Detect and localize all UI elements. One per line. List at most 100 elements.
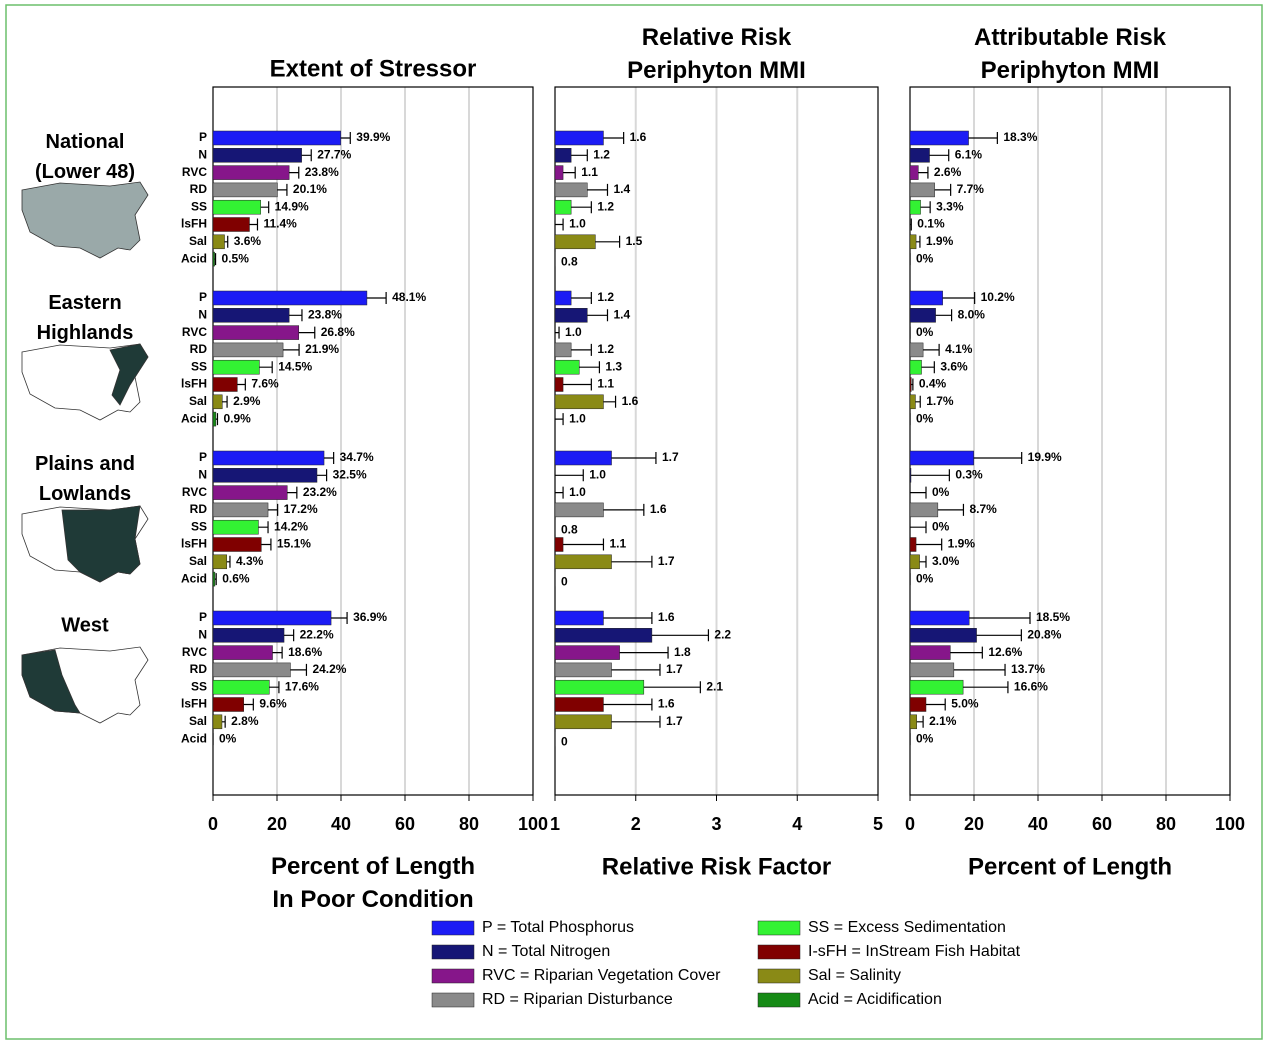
bar [910, 468, 912, 483]
value-label: 1.7 [666, 662, 683, 676]
text-line: In Poor Condition [272, 886, 473, 913]
x-tick-label: 0 [905, 814, 915, 834]
error-bar [331, 612, 348, 624]
map-eastern-fill [109, 343, 149, 406]
bar [910, 610, 970, 626]
value-label: 20.1% [293, 182, 327, 196]
value-label: 20.8% [1027, 627, 1061, 641]
bar [555, 234, 596, 250]
value-label: 14.5% [278, 359, 312, 373]
bar [555, 377, 564, 392]
category-label: RVC [182, 645, 207, 659]
error-bar [539, 521, 547, 533]
value-label: 17.6% [285, 679, 319, 693]
error-bar [950, 646, 983, 659]
bar [213, 377, 238, 392]
value-label: 0% [219, 731, 237, 745]
bar [555, 571, 556, 587]
error-bar [935, 309, 953, 322]
bar [555, 645, 620, 660]
category-label: RVC [182, 165, 207, 179]
bar [555, 359, 580, 375]
category-label: Acid [181, 571, 207, 585]
map-plains-fill [61, 505, 141, 583]
value-label: 18.3% [1003, 130, 1037, 144]
bar [555, 251, 556, 267]
text-line: (Lower 48) [35, 161, 135, 183]
value-label: 2.1 [706, 679, 723, 693]
legend-swatch [431, 920, 475, 936]
bar [910, 234, 917, 250]
bar [213, 308, 290, 323]
error-bar [571, 201, 592, 214]
bar [910, 199, 921, 215]
bar [910, 554, 920, 570]
legend-label: I-sFH = InStream Fish Habitat [808, 943, 1021, 960]
bar [555, 714, 612, 730]
text-line: Relative Risk [642, 24, 792, 51]
value-label: 16.6% [1014, 679, 1048, 693]
value-label: 15.1% [277, 537, 311, 551]
bar [213, 234, 225, 250]
value-label: 0% [916, 571, 934, 585]
value-label: 0% [932, 519, 950, 533]
category-label: N [198, 627, 207, 641]
error-bar [287, 486, 298, 499]
legend-swatch [757, 968, 801, 984]
category-label: lsFH [181, 377, 207, 391]
value-label: 12.6% [988, 645, 1022, 659]
value-label: 0.5% [222, 251, 250, 265]
category-label: N [198, 147, 207, 161]
bar [555, 290, 572, 306]
value-label: 17.2% [284, 502, 318, 516]
bar [213, 342, 284, 358]
error-bar [587, 183, 609, 196]
frame [5, 4, 1263, 1040]
error-bar [643, 681, 701, 694]
error-bar [973, 452, 1023, 464]
category-label: SS [191, 519, 207, 533]
error-bar [224, 235, 229, 248]
x-tick-label: 0 [208, 814, 218, 834]
error-bar [915, 395, 921, 408]
error-bar [953, 663, 1006, 676]
bar [213, 290, 368, 306]
x-tick-label: 40 [331, 814, 351, 834]
bar [910, 148, 930, 163]
value-label: 3.6% [234, 234, 262, 248]
legend-label: SS = Excess Sedimentation [808, 919, 1006, 936]
error-bar [555, 486, 564, 499]
error-bar [611, 452, 657, 464]
bar [213, 411, 217, 427]
category-label: SS [191, 199, 207, 213]
value-label: 5.0% [951, 697, 979, 711]
value-label: 0.4% [919, 377, 947, 391]
bar [213, 662, 291, 678]
value-label: 18.6% [288, 645, 322, 659]
value-label: 1.2 [597, 290, 614, 304]
bar [910, 182, 935, 198]
region-label: Eastern Highlands [37, 292, 134, 344]
x-tick-label: 80 [459, 814, 479, 834]
bar [910, 628, 977, 643]
error-bar [942, 292, 976, 304]
bar [213, 485, 288, 500]
value-label: 1.1 [581, 165, 598, 179]
error-bar [563, 378, 592, 391]
value-label: 2.2 [714, 627, 731, 641]
value-label: 1.6 [658, 610, 675, 624]
category-label: P [199, 130, 207, 144]
text-line: Highlands [37, 322, 134, 344]
category-label: N [198, 467, 207, 481]
bar [213, 148, 302, 163]
value-label: 1.2 [597, 342, 614, 356]
error-bar [919, 555, 927, 568]
category-label: P [199, 290, 207, 304]
category-label: Acid [181, 731, 207, 745]
error-bar [571, 343, 592, 356]
bar [213, 182, 278, 198]
value-label: 0% [916, 325, 934, 339]
value-label: 1.8 [674, 645, 691, 659]
bar [555, 148, 572, 163]
value-label: 11.4% [263, 217, 297, 231]
